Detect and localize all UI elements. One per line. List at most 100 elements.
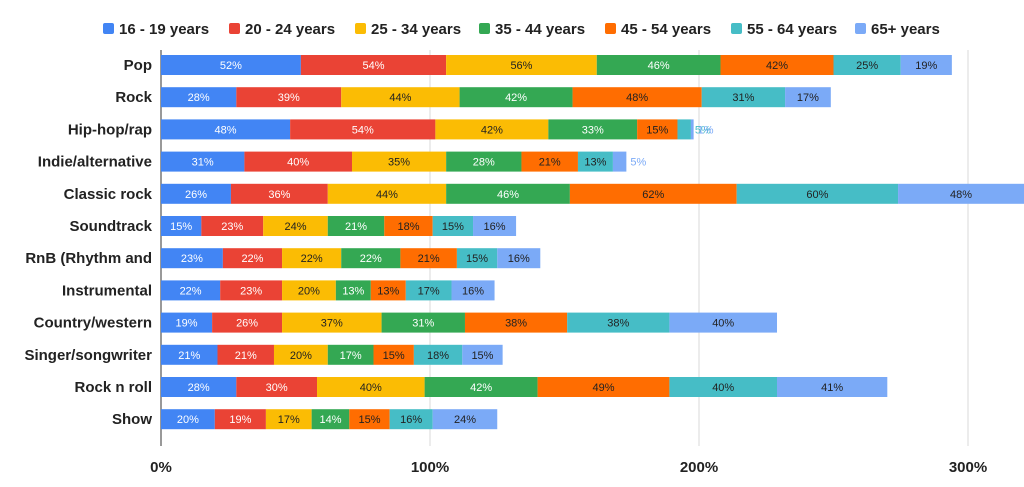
bar-rnb-rhythm-and-45-54-years	[400, 248, 457, 269]
bar-instrumental-20-24-years	[220, 280, 283, 301]
bar-pop-16-19-years	[161, 55, 301, 75]
bar-indie-alternative-55-64-years	[577, 151, 613, 172]
value-label: 36%	[268, 189, 290, 201]
value-label: 35%	[388, 157, 410, 169]
value-label: 15%	[170, 221, 192, 233]
bar-show-16-19-years	[161, 409, 215, 430]
category-axis: Pop Rock Hip-hop/rap Indie/alternative Class…	[24, 57, 152, 428]
bar-instrumental-16-19-years	[161, 280, 221, 301]
bar-rock-16-19-years	[161, 87, 237, 108]
value-label: 49%	[592, 382, 614, 394]
category-label-pop: Pop	[124, 57, 152, 74]
bar-pop-45-54-years	[720, 55, 834, 75]
value-label: 15%	[466, 253, 488, 265]
value-label: 48%	[626, 92, 648, 104]
value-axis: 0% 100% 200% 300%	[150, 459, 987, 476]
bar-indie-alternative-35-44-years	[446, 151, 522, 172]
bar-rnb-rhythm-and-65-years	[497, 248, 541, 269]
value-label: 22%	[241, 253, 263, 265]
bar-indie-alternative-20-24-years	[244, 151, 352, 172]
value-label: 26%	[236, 318, 258, 330]
bar-country-western-35-44-years	[381, 312, 465, 333]
bar-classic-rock-45-54-years	[569, 183, 737, 204]
bar-rock-45-54-years	[572, 87, 702, 108]
value-label: 17%	[340, 350, 362, 362]
value-label: 17%	[278, 414, 300, 426]
value-label: 18%	[427, 350, 449, 362]
bar-rnb-rhythm-and-16-19-years	[161, 248, 223, 269]
bar-hip-hop-rap-25-34-years	[435, 119, 549, 140]
bar-instrumental-65-years	[451, 280, 495, 301]
bar-rock-n-roll-35-44-years	[424, 377, 538, 397]
value-label: 28%	[473, 157, 495, 169]
category-label-instrumental: Instrumental	[62, 282, 152, 299]
bar-hip-hop-rap-45-54-years	[637, 119, 678, 140]
value-label: 60%	[806, 189, 828, 201]
category-label-classic-rock: Classic rock	[64, 186, 153, 203]
bar-pop-65-years	[900, 55, 952, 75]
bar-rock-35-44-years	[459, 87, 573, 108]
bar-rock-25-34-years	[341, 87, 460, 108]
bar-singer-songwriter-20-24-years	[217, 344, 274, 365]
value-label: 15%	[646, 124, 668, 136]
value-label: 16%	[400, 414, 422, 426]
category-label-hip-hop-rap: Hip-hop/rap	[68, 121, 152, 138]
bar-rnb-rhythm-and-20-24-years	[222, 248, 283, 269]
bar-indie-alternative-25-34-years	[351, 151, 447, 172]
bar-hip-hop-rap-35-44-years	[548, 119, 638, 140]
bar-hip-hop-rap-55-64-years	[677, 119, 691, 140]
category-label-country-western: Country/western	[34, 315, 152, 332]
legend-label-45-54-years: 45 - 54 years	[621, 21, 711, 38]
value-label: 54%	[362, 60, 384, 72]
value-label: 24%	[454, 414, 476, 426]
bar-show-65-years	[432, 409, 498, 430]
bar-singer-songwriter-45-54-years	[373, 344, 414, 365]
bar-show-55-64-years	[389, 409, 433, 430]
value-label: 24%	[284, 221, 306, 233]
value-label: 21%	[539, 157, 561, 169]
legend-swatch-35-44-years	[479, 23, 490, 34]
bar-country-western-25-34-years	[282, 312, 382, 333]
bar-rock-65-years	[785, 87, 831, 108]
bar-rock-n-roll-20-24-years	[236, 377, 318, 397]
value-label: 22%	[301, 253, 323, 265]
value-label: 52%	[220, 60, 242, 72]
value-label: 46%	[497, 189, 519, 201]
bar-country-western-20-24-years	[212, 312, 283, 333]
legend-label-55-64-years: 55 - 64 years	[747, 21, 837, 38]
bar-indie-alternative-45-54-years	[521, 151, 578, 172]
value-label: 56%	[510, 60, 532, 72]
value-label: 37%	[321, 318, 343, 330]
legend-label-65-years: 65+ years	[871, 21, 940, 38]
value-label: 38%	[607, 318, 629, 330]
legend-swatch-25-34-years	[355, 23, 366, 34]
value-label: 38%	[505, 318, 527, 330]
bar-pop-20-24-years	[300, 55, 447, 75]
bar-instrumental-35-44-years	[335, 280, 371, 301]
value-label: 30%	[266, 382, 288, 394]
legend-swatch-45-54-years	[605, 23, 616, 34]
bar-singer-songwriter-65-years	[462, 344, 503, 365]
value-label: 40%	[287, 157, 309, 169]
category-label-indie-alternative: Indie/alternative	[38, 154, 152, 171]
category-label-show: Show	[112, 411, 152, 428]
value-label: 44%	[376, 189, 398, 201]
bar-rock-n-roll-55-64-years	[669, 377, 778, 397]
bar-rock-55-64-years	[701, 87, 786, 108]
legend-label-35-44-years: 35 - 44 years	[495, 21, 585, 38]
bar-classic-rock-35-44-years	[446, 183, 570, 204]
bar-soundtrack-65-years	[473, 216, 517, 236]
value-label: 21%	[178, 350, 200, 362]
value-label: 31%	[192, 157, 214, 169]
bar-country-western-16-19-years	[161, 312, 213, 333]
legend-swatch-20-24-years	[229, 23, 240, 34]
bar-hip-hop-rap-20-24-years	[290, 119, 436, 140]
value-label: 16%	[508, 253, 530, 265]
bar-show-20-24-years	[214, 409, 266, 430]
value-label: 46%	[648, 60, 670, 72]
bar-pop-25-34-years	[446, 55, 597, 75]
legend-swatch-65-years	[855, 23, 866, 34]
bar-indie-alternative-16-19-years	[161, 151, 245, 172]
bar-soundtrack-45-54-years	[384, 216, 433, 236]
category-label-singer-songwriter: Singer/songwriter	[24, 347, 152, 364]
